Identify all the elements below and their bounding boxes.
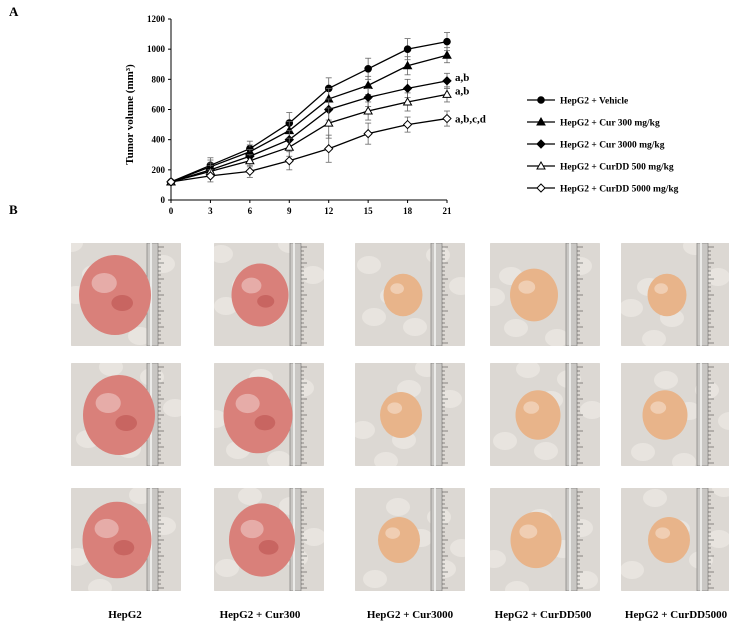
x-tick-label: 6 xyxy=(248,206,253,215)
series-line xyxy=(170,40,448,183)
series-line xyxy=(170,93,448,183)
legend-label: HepG2 + CurDD 5000 mg/kg xyxy=(560,185,679,195)
x-tick-label: 12 xyxy=(324,206,334,215)
data-point xyxy=(324,144,334,154)
legend-marker xyxy=(536,116,546,126)
data-point xyxy=(244,155,255,165)
tumor-photo-r2-c2 xyxy=(214,363,324,466)
group-caption: HepG2 + Cur300 xyxy=(219,609,301,621)
tumor-photo-r1-c4 xyxy=(490,243,600,346)
legend-marker xyxy=(537,96,545,104)
data-point xyxy=(323,118,334,127)
data-point xyxy=(363,128,373,139)
significance-annotation: a,b xyxy=(455,85,469,97)
panel-a-label: A xyxy=(9,4,19,19)
y-tick-label: 200 xyxy=(152,165,166,175)
legend-label: HepG2 + CurDD 500 mg/kg xyxy=(560,163,674,173)
x-tick-label: 15 xyxy=(364,206,374,215)
series-line xyxy=(170,117,448,183)
data-point xyxy=(402,119,413,130)
y-tick-label: 800 xyxy=(152,74,166,84)
data-point xyxy=(363,80,374,89)
panel-b-label: B xyxy=(9,202,18,217)
data-point xyxy=(245,166,255,177)
legend-entry: HepG2 + CurDD 5000 mg/kg xyxy=(527,183,679,195)
data-point xyxy=(166,177,176,187)
tumor-photo-r1-c2 xyxy=(214,243,324,346)
tumor-photo-r1-c3 xyxy=(355,243,465,346)
legend-marker xyxy=(536,139,546,149)
tumor-photo-r3-c3 xyxy=(355,488,465,591)
legend-marker xyxy=(536,183,546,193)
data-point xyxy=(364,64,372,73)
x-tick-label: 21 xyxy=(443,206,453,215)
legend-entry: HepG2 + Vehicle xyxy=(527,96,628,107)
group-caption: HepG2 xyxy=(108,609,142,621)
tumor-photo-r2-c4 xyxy=(490,363,600,466)
group-caption: HepG2 + CurDD500 xyxy=(494,609,592,621)
y-tick-label: 1000 xyxy=(147,44,166,54)
data-point xyxy=(402,96,413,106)
x-tick-label: 0 xyxy=(169,206,174,215)
significance-annotation: a,b xyxy=(455,72,469,84)
series-line xyxy=(170,80,448,183)
legend-entry: HepG2 + Cur 3000 mg/kg xyxy=(527,139,665,151)
chart-legend: HepG2 + Vehicle HepG2 + Cur 300 mg/kg HepG… xyxy=(527,96,679,195)
x-tick-label: 3 xyxy=(208,206,213,215)
tumor-photo-r2-c1 xyxy=(71,363,181,466)
data-point xyxy=(284,156,294,166)
data-point xyxy=(205,171,216,181)
data-point xyxy=(402,60,413,70)
data-point xyxy=(402,83,413,94)
data-point xyxy=(443,37,451,46)
group-caption: HepG2 + CurDD5000 xyxy=(624,609,728,621)
tumor-photo-r1-c1 xyxy=(71,243,181,346)
y-tick-label: 400 xyxy=(152,135,166,145)
y-tick-label: 0 xyxy=(161,195,166,205)
chart-series-layer: a,ba,b a,b,c,d xyxy=(166,32,486,187)
tumor-photo-r3-c1 xyxy=(71,488,181,591)
tumor-photo-r3-c4 xyxy=(490,488,600,591)
data-point xyxy=(363,92,373,103)
x-tick-label: 9 xyxy=(287,206,292,215)
data-point xyxy=(442,76,452,86)
data-point xyxy=(284,142,295,151)
significance-annotation: a,b,c,d xyxy=(455,114,486,126)
tumor-photo-r2-c3 xyxy=(355,363,465,466)
y-tick-label: 600 xyxy=(152,105,166,115)
tumor-photo-r1-c5 xyxy=(621,243,729,346)
legend-marker xyxy=(536,160,546,170)
y-axis-label: Tumor volume (mm³) xyxy=(124,64,136,165)
data-point xyxy=(403,45,412,53)
series-5 xyxy=(166,110,452,187)
legend-label: HepG2 + Vehicle xyxy=(560,97,628,107)
legend-label: HepG2 + Cur 3000 mg/kg xyxy=(560,141,665,151)
legend-label: HepG2 + Cur 300 mg/kg xyxy=(560,119,660,129)
chart-axes: 020040060080010001200036912151821DaysTum… xyxy=(124,14,452,215)
group-caption: HepG2 + Cur3000 xyxy=(366,609,454,621)
x-tick-label: 18 xyxy=(403,206,413,215)
data-point xyxy=(442,89,452,98)
series-2 xyxy=(166,47,452,186)
tumor-photo-r2-c5 xyxy=(621,363,729,466)
tumor-photo-r3-c5 xyxy=(621,488,729,591)
data-point xyxy=(363,106,374,115)
data-point xyxy=(442,113,452,124)
legend-entry: HepG2 + CurDD 500 mg/kg xyxy=(527,160,674,173)
y-tick-label: 1200 xyxy=(147,14,166,24)
legend-entry: HepG2 + Cur 300 mg/kg xyxy=(527,116,660,129)
tumor-volume-chart: 020040060080010001200036912151821DaysTum… xyxy=(124,14,679,215)
data-point xyxy=(442,50,452,59)
series-line xyxy=(170,54,448,183)
tumor-photo-r3-c2 xyxy=(214,488,324,591)
